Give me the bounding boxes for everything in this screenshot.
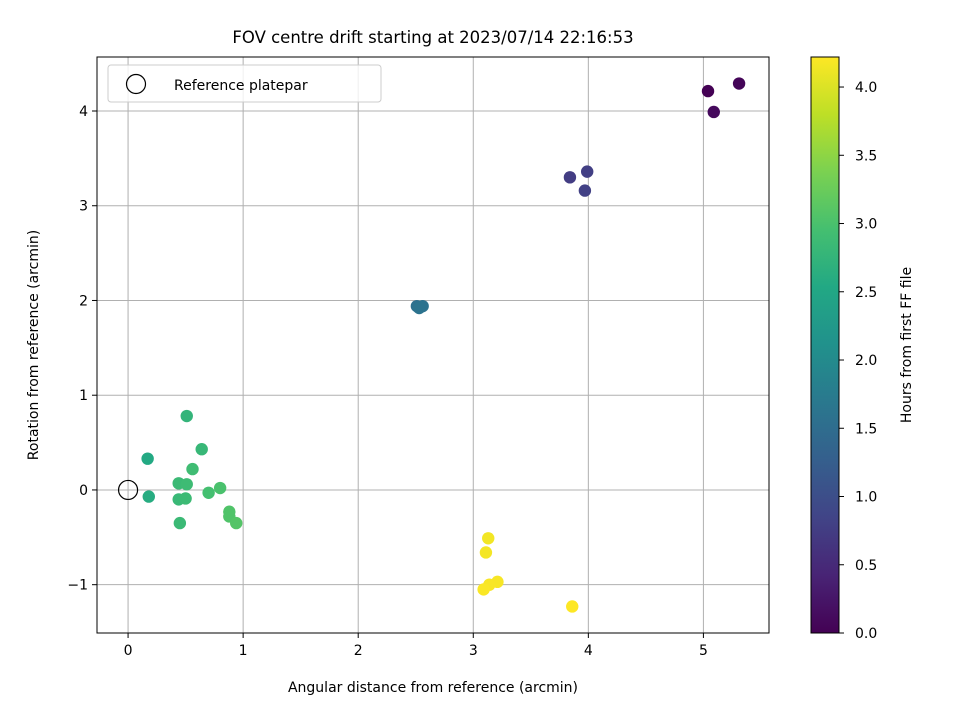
colorbar-tick-label: 0.0 (855, 626, 877, 642)
legend-marker (125, 73, 147, 95)
colorbar-tick-label: 2.5 (855, 285, 877, 301)
colorbar-tick-label: 1.5 (855, 421, 877, 437)
data-point (180, 478, 193, 491)
data-point (173, 516, 187, 530)
x-tick-label: 3 (469, 643, 478, 659)
grid (97, 57, 769, 633)
data-point (202, 486, 215, 499)
colorbar-label: Hours from first FF file (899, 267, 915, 423)
colorbar-tick-label: 1.0 (855, 490, 877, 506)
data-point (701, 84, 715, 98)
x-tick-label: 2 (354, 643, 363, 659)
data-point (732, 77, 746, 90)
data-point (195, 443, 208, 456)
legend-box (107, 64, 382, 103)
colorbar-tick-label: 2.0 (855, 353, 877, 369)
data-point (580, 165, 594, 178)
reference-marker (117, 479, 139, 501)
colorbar-tick-label: 3.5 (855, 148, 877, 164)
data-points (141, 77, 746, 613)
data-point (186, 462, 199, 476)
x-tick-label: 5 (699, 643, 708, 659)
data-point (230, 516, 243, 530)
y-tick-label: 0 (79, 483, 88, 499)
x-axis-ticks: 0 1 2 3 4 5 (124, 633, 708, 659)
data-point (707, 105, 720, 119)
y-tick-label: −1 (67, 578, 88, 594)
data-point (412, 301, 426, 315)
data-point (566, 600, 579, 613)
y-tick-label: 3 (79, 199, 88, 215)
data-point (213, 481, 227, 495)
x-tick-label: 4 (584, 643, 593, 659)
data-point (141, 452, 154, 465)
data-point (578, 184, 592, 197)
chart-title: FOV centre drift starting at 2023/07/14 … (232, 28, 633, 47)
y-axis-label: Rotation from reference (arcmin) (26, 230, 42, 460)
x-axis-label: Angular distance from reference (arcmin) (288, 680, 578, 696)
legend-label: Reference platepar (174, 78, 308, 94)
data-point (563, 171, 577, 184)
data-point (477, 583, 490, 596)
data-point (482, 532, 495, 545)
colorbar-ticks: 0.0 0.5 1.0 1.5 2.0 2.5 3.0 3.5 4.0 (839, 80, 877, 642)
x-tick-label: 0 (124, 643, 133, 659)
y-tick-label: 1 (79, 388, 88, 404)
colorbar-tick-label: 0.5 (855, 558, 877, 574)
x-tick-label: 1 (239, 643, 248, 659)
plot-frame (96, 56, 770, 634)
y-tick-label: 2 (79, 293, 88, 309)
colorbar-tick-label: 4.0 (855, 80, 877, 96)
colorbar-tick-label: 3.0 (855, 217, 877, 233)
data-point (179, 492, 192, 505)
data-point (479, 546, 493, 559)
y-tick-label: 4 (79, 104, 88, 120)
y-axis-ticks: −1 0 1 2 3 4 (67, 104, 97, 594)
colorbar (810, 56, 840, 634)
data-point (180, 409, 193, 423)
data-point (142, 490, 155, 503)
legend: Reference platepar (107, 64, 382, 103)
